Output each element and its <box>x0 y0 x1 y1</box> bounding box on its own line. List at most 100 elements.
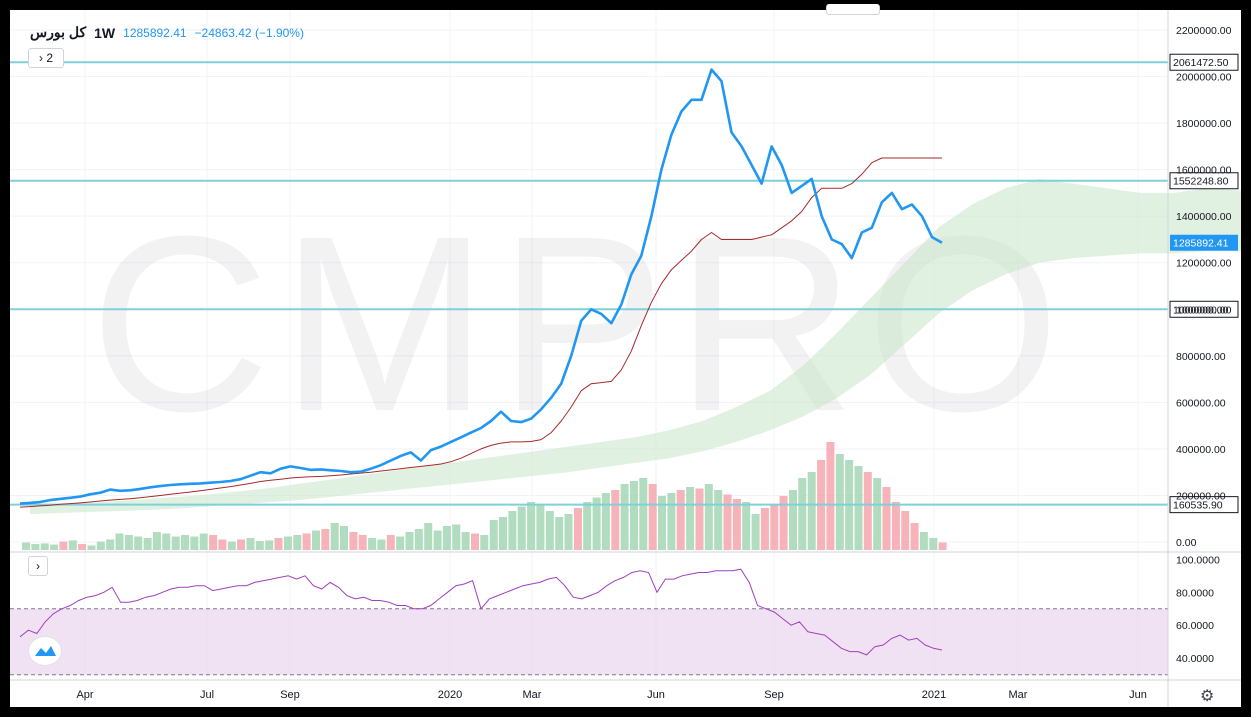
volume-bar <box>68 540 77 550</box>
volume-bar <box>667 493 676 550</box>
volume-bar <box>901 511 910 550</box>
volume-bar <box>910 523 919 550</box>
last-price-box <box>1170 234 1238 251</box>
volume-bar <box>396 536 405 550</box>
volume-bar <box>433 530 442 550</box>
y-tick-label: 0.00 <box>1176 537 1197 549</box>
symbol-name[interactable]: کل بورس <box>30 24 87 40</box>
volume-bar <box>760 508 769 550</box>
volume-bar <box>50 544 59 550</box>
rsi-band <box>10 608 1168 675</box>
y-tick-label: 1000000.00 <box>1176 304 1232 316</box>
volume-bar <box>349 532 358 550</box>
volume-bar <box>358 535 367 550</box>
rsi-tick-label: 40.0000 <box>1176 653 1214 665</box>
volume-bar <box>152 532 161 550</box>
volume-bar <box>377 539 386 550</box>
volume-bar <box>564 514 573 550</box>
level-label-box <box>1169 53 1239 71</box>
settings-gear-icon[interactable]: ⚙ <box>1200 688 1215 705</box>
volume-bar <box>639 478 648 550</box>
volume-bar <box>321 529 330 550</box>
volume-bar <box>330 523 339 550</box>
volume-bar <box>854 466 863 550</box>
chart-area[interactable]: CMPRO 2061472.501552248.801000000.001605… <box>10 10 1241 707</box>
horizontal-levels[interactable]: 2061472.50 1552248.80 1000000.00 160535.90 1… <box>10 53 1239 514</box>
moving-average-line <box>19 157 942 508</box>
x-tick-label: Jun <box>647 689 665 701</box>
tradingview-logo-icon[interactable] <box>28 636 62 666</box>
volume-bar <box>891 502 900 550</box>
studies-toggle-button[interactable]: › 2 <box>28 48 64 68</box>
volume-bar <box>770 505 779 550</box>
level-label-box <box>1169 496 1239 514</box>
volume-bar <box>246 538 255 550</box>
level-label: 160535.90 <box>1173 500 1223 512</box>
volume-bar <box>863 472 872 550</box>
volume-bar <box>22 542 30 550</box>
volume-bar <box>545 511 554 550</box>
timeframe[interactable]: 1W <box>94 24 116 41</box>
volume-bar <box>59 541 68 550</box>
x-tick-label: 2021 <box>922 689 946 701</box>
volume-bar <box>527 502 536 550</box>
x-tick-label: Apr <box>76 689 93 701</box>
volume-bar <box>789 490 797 550</box>
volume-bar <box>162 533 171 550</box>
x-tick-label: Sep <box>764 689 784 701</box>
rsi-tick-label: 80.0000 <box>1176 587 1214 599</box>
last-price: 1285892.41 <box>123 25 187 40</box>
y-tick-label: 1400000.00 <box>1176 211 1232 223</box>
volume-bar <box>31 544 40 550</box>
volume-bar <box>873 478 882 550</box>
volume-bar <box>882 487 891 550</box>
volume-bar <box>714 490 723 550</box>
volume-bar <box>929 538 938 550</box>
y-tick-label: 200000.00 <box>1176 490 1226 502</box>
volume-bar <box>751 514 760 550</box>
volume-bar <box>452 524 461 550</box>
volume-bar <box>630 481 638 550</box>
volume-bar <box>143 538 152 550</box>
volume-bar <box>293 535 302 550</box>
volume-bar <box>255 541 264 550</box>
price-line <box>19 68 943 505</box>
volume-bar <box>499 517 507 550</box>
chevron-right-icon: › <box>36 559 40 573</box>
volume-bar <box>461 532 470 550</box>
volume-bar <box>826 442 835 550</box>
top-toolbar-tab[interactable] <box>826 4 880 15</box>
volume-bar <box>517 506 526 550</box>
volume-bar <box>340 526 348 550</box>
volume-bar <box>648 484 657 550</box>
y-tick-label: 600000.00 <box>1176 397 1226 409</box>
level-label-box <box>1169 300 1239 318</box>
volume-bar <box>368 538 377 550</box>
volume-bar <box>442 526 451 550</box>
volume-bar <box>592 497 601 550</box>
volume-bar <box>536 505 545 550</box>
volume-bar <box>78 544 87 550</box>
ichimoku-cloud <box>30 178 1241 515</box>
volume-bar <box>405 532 414 550</box>
price-change: −24863.42 (−1.90%) <box>194 25 304 40</box>
y-tick-label: 1800000.00 <box>1176 118 1232 130</box>
volume-bar <box>742 502 751 550</box>
rsi-expand-button[interactable]: › <box>28 556 48 576</box>
y-tick-label: 1600000.00 <box>1176 165 1232 177</box>
volume-bar <box>583 502 592 550</box>
chart-background <box>10 10 1241 707</box>
x-tick-label: Mar <box>1009 689 1028 701</box>
volume-bar <box>573 508 582 550</box>
volume-bar <box>658 496 666 550</box>
volume-bar <box>779 496 788 550</box>
volume-bar <box>237 539 246 550</box>
y-tick-label: 2200000.00 <box>1176 25 1232 37</box>
chevron-right-icon: › <box>38 51 43 65</box>
volume-bar <box>798 478 807 550</box>
volume-bar <box>601 493 610 550</box>
volume-bar <box>919 532 928 550</box>
volume-bar <box>199 533 208 550</box>
y-tick-label: 800000.00 <box>1176 351 1226 363</box>
